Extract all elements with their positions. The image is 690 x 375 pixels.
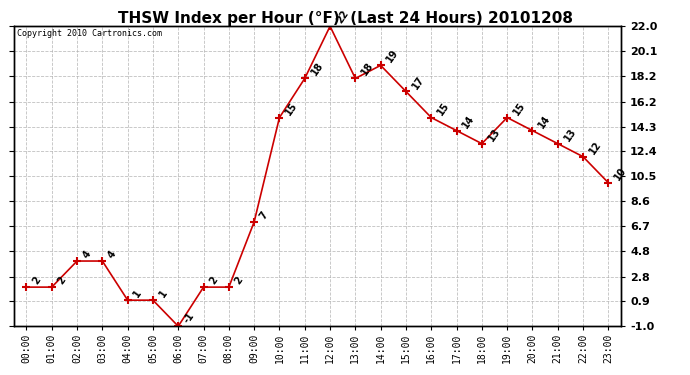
Text: 7: 7 bbox=[258, 210, 270, 221]
Text: 2: 2 bbox=[233, 275, 245, 286]
Text: 10: 10 bbox=[613, 165, 629, 182]
Text: 14: 14 bbox=[537, 113, 553, 130]
Text: 2: 2 bbox=[56, 275, 68, 286]
Text: THSW Index per Hour (°F)  (Last 24 Hours) 20101208: THSW Index per Hour (°F) (Last 24 Hours)… bbox=[117, 11, 573, 26]
Text: 1: 1 bbox=[132, 288, 144, 299]
Text: 1: 1 bbox=[157, 288, 169, 299]
Text: 19: 19 bbox=[385, 48, 401, 64]
Text: 15: 15 bbox=[284, 100, 299, 117]
Text: -1: -1 bbox=[182, 311, 197, 326]
Text: 2: 2 bbox=[30, 275, 43, 286]
Text: 2: 2 bbox=[208, 275, 220, 286]
Text: 15: 15 bbox=[435, 100, 451, 117]
Text: 17: 17 bbox=[410, 74, 426, 91]
Text: Copyright 2010 Cartronics.com: Copyright 2010 Cartronics.com bbox=[17, 29, 162, 38]
Text: 12: 12 bbox=[587, 139, 603, 156]
Text: 18: 18 bbox=[359, 61, 375, 78]
Text: 4: 4 bbox=[81, 249, 93, 260]
Text: 18: 18 bbox=[309, 61, 325, 78]
Text: 13: 13 bbox=[486, 126, 502, 143]
Text: 13: 13 bbox=[562, 126, 578, 143]
Text: 15: 15 bbox=[511, 100, 527, 117]
Text: 14: 14 bbox=[461, 113, 477, 130]
Text: 4: 4 bbox=[106, 249, 119, 260]
Text: 22: 22 bbox=[334, 9, 350, 26]
